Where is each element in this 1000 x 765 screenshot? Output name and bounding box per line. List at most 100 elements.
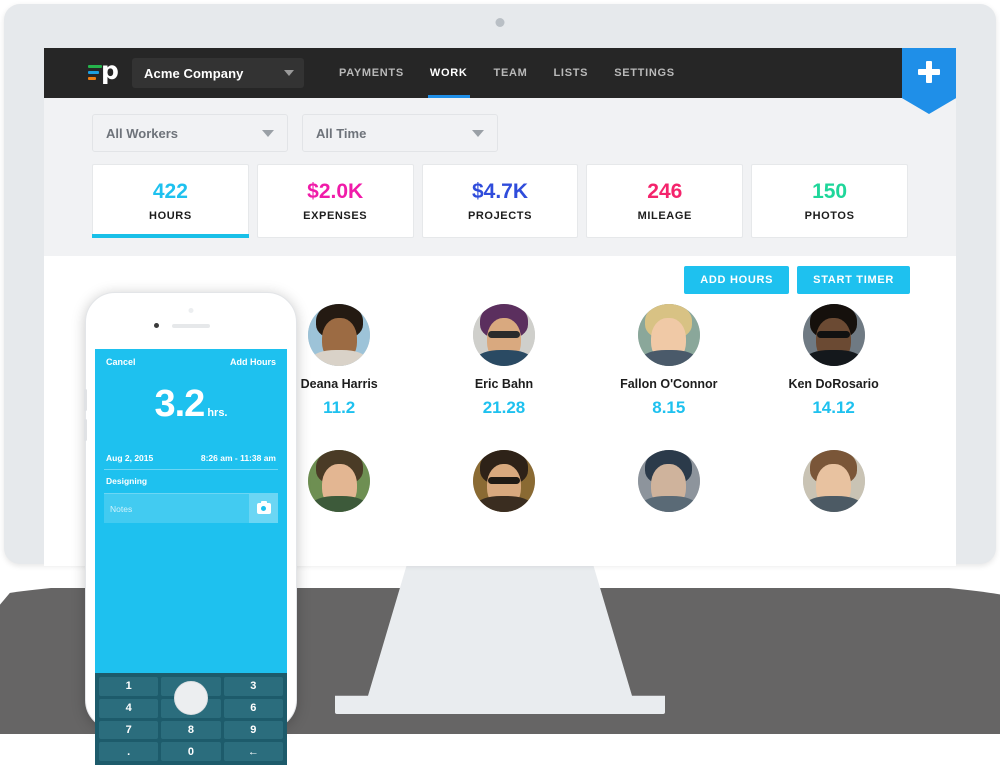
project-name: Designing xyxy=(106,476,148,486)
volume-up-button[interactable] xyxy=(84,389,87,411)
stat-card-photos[interactable]: 150 PHOTOS xyxy=(751,164,908,238)
home-button[interactable] xyxy=(174,681,208,715)
company-selector[interactable]: Acme Company xyxy=(132,58,304,88)
app-header: p Acme Company PAYMENTS WORK TEAM xyxy=(44,48,956,114)
worker-avatar-icon xyxy=(802,450,865,512)
key-decimal[interactable]: . xyxy=(99,742,159,761)
chevron-down-icon xyxy=(262,129,274,137)
cancel-button[interactable]: Cancel xyxy=(106,357,136,367)
time-filter[interactable]: All Time xyxy=(302,114,498,152)
nav-item-payments[interactable]: PAYMENTS xyxy=(326,48,417,98)
stat-label: PHOTOS xyxy=(804,209,855,222)
phone-mockup: Cancel Add Hours 3.2 hrs. Aug 2, 2015 8:2… xyxy=(84,292,297,765)
front-camera-icon xyxy=(154,323,159,328)
notes-field[interactable]: Notes xyxy=(104,494,278,523)
stat-cards: 422 HOURS $2.0K EXPENSES $4.7K PROJECTS … xyxy=(44,164,956,256)
worker-card[interactable]: Eric Bahn 21.28 xyxy=(422,304,587,418)
hours-display: 3.2 hrs. xyxy=(95,385,287,423)
key-backspace[interactable]: ← xyxy=(223,742,283,761)
stat-value: $2.0K xyxy=(307,180,364,204)
worker-card[interactable] xyxy=(586,450,751,512)
date-time-row[interactable]: Aug 2, 2015 8:26 am - 11:38 am xyxy=(95,453,287,463)
worker-filter-value: All Workers xyxy=(106,125,179,141)
key-1[interactable]: 1 xyxy=(99,677,159,696)
hours-value: 3.2 xyxy=(154,383,205,425)
hours-logo-icon[interactable]: p xyxy=(88,58,119,86)
worker-hours: 11.2 xyxy=(323,398,356,417)
stat-label: MILEAGE xyxy=(637,209,692,222)
worker-avatar-icon xyxy=(472,304,535,366)
worker-card[interactable]: Ken DoRosario 14.12 xyxy=(751,304,916,418)
worker-card[interactable] xyxy=(751,450,916,512)
key-0[interactable]: 0 xyxy=(161,742,221,761)
worker-card[interactable] xyxy=(422,450,587,512)
worker-card[interactable] xyxy=(257,450,422,512)
nav-item-work[interactable]: WORK xyxy=(417,48,481,98)
nav-item-team[interactable]: TEAM xyxy=(481,48,541,98)
header-right-group xyxy=(902,48,956,114)
worker-hours: 21.28 xyxy=(482,398,526,417)
worker-avatar-icon xyxy=(308,304,371,366)
project-field[interactable]: Designing xyxy=(95,470,287,493)
worker-name: Deana Harris xyxy=(300,377,378,391)
camera-icon xyxy=(256,501,271,514)
worker-card[interactable]: Deana Harris 11.2 xyxy=(257,304,422,418)
worker-avatar-icon xyxy=(472,450,535,512)
worker-name: Ken DoRosario xyxy=(788,377,879,391)
worker-name: Fallon O'Connor xyxy=(620,377,718,391)
stat-card-projects[interactable]: $4.7K PROJECTS xyxy=(421,164,579,238)
worker-card[interactable]: Fallon O'Connor 8.15 xyxy=(586,304,751,418)
stat-label: HOURS xyxy=(149,209,192,222)
notes-placeholder: Notes xyxy=(110,503,133,514)
worker-filter[interactable]: All Workers xyxy=(92,114,288,152)
worker-name: Eric Bahn xyxy=(474,377,534,391)
stat-value: $4.7K xyxy=(471,180,529,204)
nav-label: TEAM xyxy=(493,67,528,79)
entry-time-range: 8:26 am - 11:38 am xyxy=(200,453,276,463)
stat-card-mileage[interactable]: 246 MILEAGE xyxy=(586,164,744,238)
nav-item-lists[interactable]: LISTS xyxy=(541,48,602,98)
stat-card-hours[interactable]: 422 HOURS xyxy=(92,164,249,238)
key-3[interactable]: 3 xyxy=(223,677,283,696)
hours-unit: hrs. xyxy=(207,407,228,419)
phone-app-screen: Cancel Add Hours 3.2 hrs. Aug 2, 2015 8:2… xyxy=(95,349,287,673)
worker-avatar-icon xyxy=(637,304,700,366)
entry-date: Aug 2, 2015 xyxy=(106,453,154,463)
worker-hours: 8.15 xyxy=(652,398,686,417)
stat-value: 246 xyxy=(647,180,683,204)
stat-value: 422 xyxy=(152,180,188,204)
key-4[interactable]: 4 xyxy=(99,698,159,718)
webcam-icon xyxy=(495,18,505,27)
stat-label: PROJECTS xyxy=(467,209,533,222)
plus-icon xyxy=(918,61,940,83)
nav-label: WORK xyxy=(429,67,468,79)
add-hours-button[interactable]: ADD HOURS xyxy=(684,266,790,294)
camera-button[interactable] xyxy=(249,494,278,523)
proximity-sensor-icon xyxy=(188,308,194,313)
stat-value: 150 xyxy=(812,180,848,204)
worker-avatar-icon xyxy=(802,304,865,366)
start-timer-button[interactable]: START TIMER xyxy=(797,266,910,294)
chevron-down-icon xyxy=(472,129,484,137)
phone-add-hours-button[interactable]: Add Hours xyxy=(230,357,276,367)
filter-bar: All Workers All Time xyxy=(44,98,956,164)
key-6[interactable]: 6 xyxy=(223,698,283,718)
stat-label: EXPENSES xyxy=(303,209,368,222)
nav-label: PAYMENTS xyxy=(339,67,404,79)
divider xyxy=(104,493,278,494)
worker-avatar-icon xyxy=(308,450,371,512)
key-8[interactable]: 8 xyxy=(161,720,221,740)
volume-down-button[interactable] xyxy=(84,419,87,441)
key-7[interactable]: 7 xyxy=(99,720,159,740)
stat-card-expenses[interactable]: $2.0K EXPENSES xyxy=(256,164,414,238)
worker-hours: 14.12 xyxy=(812,398,855,417)
add-button[interactable] xyxy=(902,48,956,114)
action-buttons: ADD HOURS START TIMER xyxy=(684,266,910,294)
nav-label: SETTINGS xyxy=(614,67,675,79)
phone-screen-topbar: Cancel Add Hours xyxy=(95,349,287,367)
nav-item-settings[interactable]: SETTINGS xyxy=(601,48,688,98)
time-filter-value: All Time xyxy=(316,125,367,141)
main-nav: PAYMENTS WORK TEAM LISTS SETTINGS xyxy=(326,48,688,98)
key-9[interactable]: 9 xyxy=(223,720,283,740)
worker-avatar-icon xyxy=(637,450,700,512)
